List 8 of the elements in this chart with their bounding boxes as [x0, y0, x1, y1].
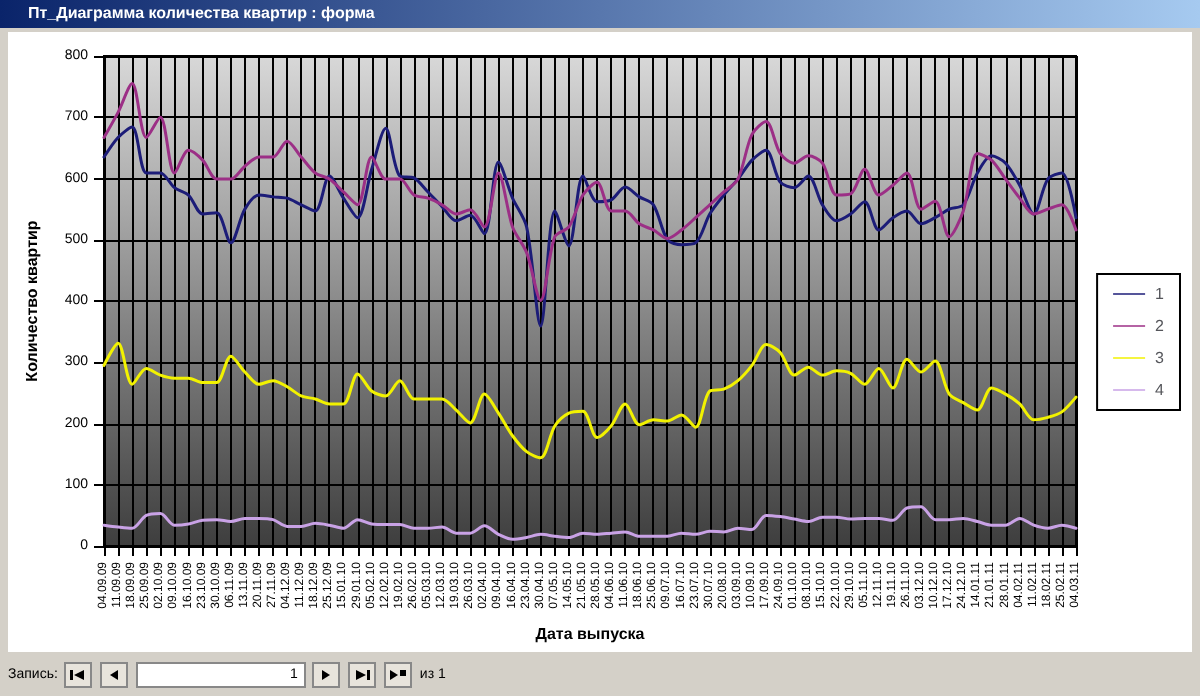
- legend-label: 4: [1155, 381, 1166, 399]
- y-axis-title: Количество квартир: [23, 220, 41, 382]
- legend-label: 1: [1155, 285, 1166, 303]
- chart-title: Пт_Диаграмма количества квартир : форма: [0, 0, 1200, 28]
- x-axis-title: Дата выпуска: [535, 625, 646, 643]
- legend-label: 3: [1155, 349, 1166, 367]
- legend-label: 2: [1155, 317, 1166, 335]
- line-series: [102, 505, 1078, 541]
